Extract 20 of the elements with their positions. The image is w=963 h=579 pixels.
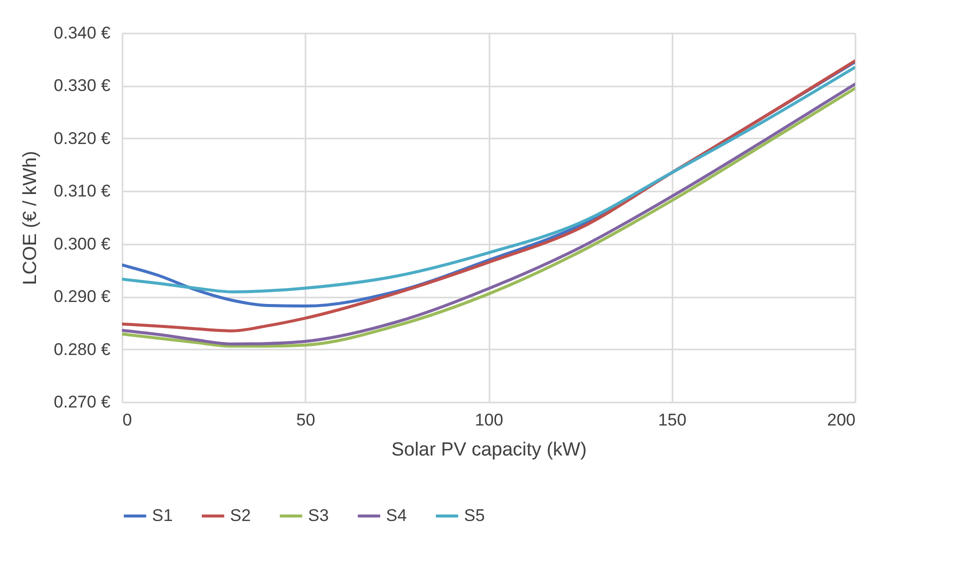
y-tick-label: 0.340 € — [54, 24, 112, 42]
y-tick-label: 0.310 € — [54, 182, 112, 201]
legend-label: S2 — [230, 506, 251, 525]
x-tick-label: 100 — [474, 410, 504, 430]
y-tick-label: 0.280 € — [54, 340, 112, 359]
y-tick-label: 0.330 € — [54, 76, 112, 96]
legend-label: S1 — [152, 506, 173, 525]
y-tick-label: 0.290 € — [54, 287, 112, 306]
y-tick-label: 0.270 € — [54, 392, 112, 412]
legend-label: S5 — [464, 506, 485, 525]
y-tick-label: 0.300 € — [54, 234, 112, 254]
legend-label: S3 — [308, 506, 329, 525]
legend-label: S4 — [386, 506, 407, 525]
x-axis-title: Solar PV capacity (kW) — [391, 440, 587, 460]
y-axis-title: LCOE (€ / kWh) — [20, 150, 41, 286]
x-tick-label: 200 — [827, 410, 856, 430]
y-tick-label: 0.320 € — [54, 128, 112, 148]
x-tick-label: 0 — [122, 410, 132, 430]
x-tick-label: 50 — [296, 410, 316, 430]
x-tick-label: 150 — [658, 410, 686, 430]
